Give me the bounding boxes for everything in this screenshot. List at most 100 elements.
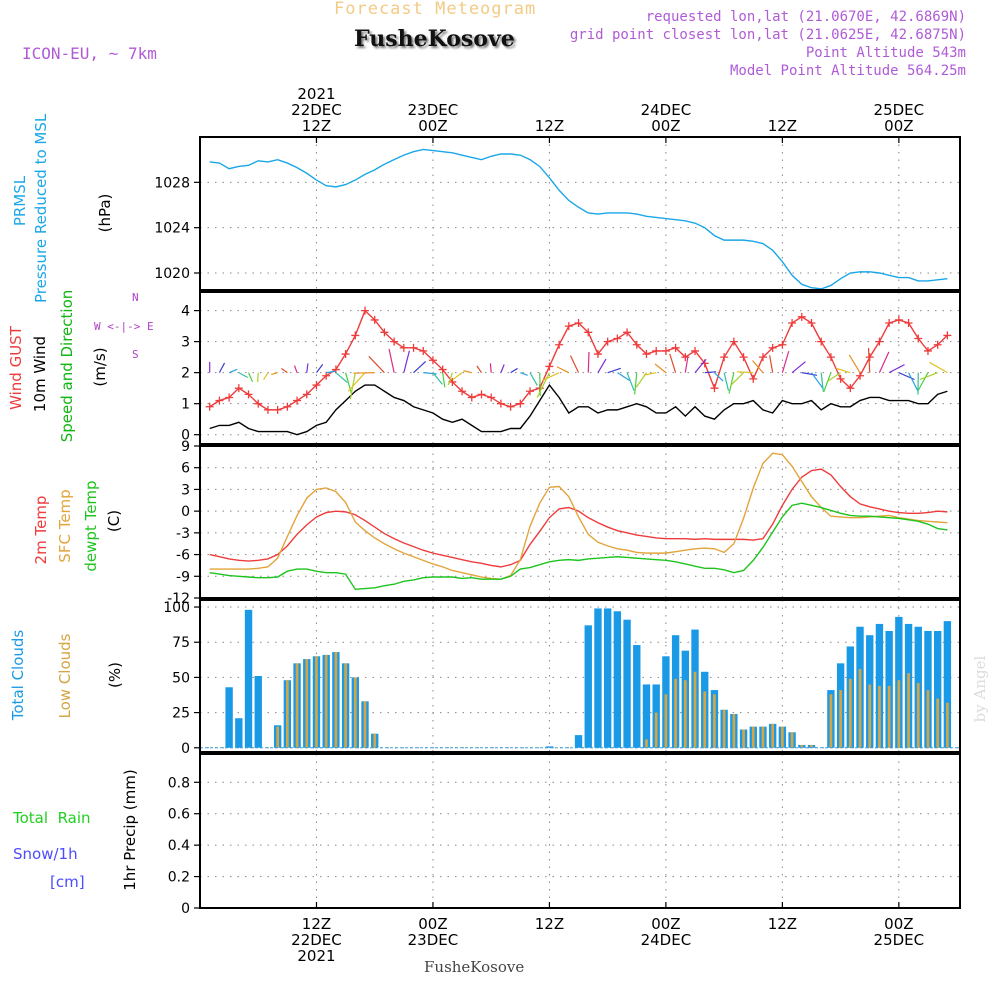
wind-direction-arrow (634, 372, 638, 395)
wind-direction-arrow (228, 368, 238, 374)
low-cloud-bar (285, 680, 289, 748)
y-tick-label: -6 (176, 548, 190, 564)
bottom-time-label: 00Z (651, 915, 680, 933)
top-time-label: 00Z (651, 117, 680, 135)
total-cloud-bar (574, 735, 583, 748)
gust-marker (438, 365, 447, 374)
total-cloud-bar (875, 623, 884, 748)
low-cloud-bar (848, 678, 852, 748)
y-tick-label: 3 (181, 482, 190, 498)
wind-direction-arrow (791, 361, 806, 374)
wind-direction-arrow (345, 372, 353, 395)
gust-marker (516, 399, 525, 408)
gust-marker (409, 343, 418, 352)
wind-direction-arrow (714, 372, 724, 382)
low-cloud-bar (868, 684, 872, 748)
low-cloud-bar (732, 714, 736, 748)
wind-direction-arrow (919, 372, 938, 380)
gust-marker (642, 350, 651, 359)
wind-speed-direction-label: Speed and Direction (58, 289, 76, 443)
total-cloud-bar (225, 687, 233, 748)
low-cloud-bar (829, 694, 833, 748)
gust-marker (331, 365, 340, 374)
gust-marker (885, 319, 894, 328)
wind-direction-arrow (536, 372, 550, 398)
wind-direction-arrow (694, 359, 707, 374)
gust-marker (671, 343, 680, 352)
gust-marker (302, 390, 311, 399)
gust-marker (632, 340, 641, 349)
total-cloud-bar (235, 718, 243, 748)
total-cloud-bar (254, 676, 262, 748)
low-cloud-bar (353, 677, 357, 748)
compass-north: N (132, 291, 139, 304)
gust-marker (487, 393, 496, 402)
gust-marker (564, 322, 573, 331)
low-cloud-bar (781, 726, 784, 748)
total-cloud-bar (642, 684, 651, 748)
gust-marker (661, 346, 670, 355)
gust-marker (739, 353, 748, 362)
low-cloud-bar (907, 673, 910, 748)
y-tick-label: 4 (181, 304, 190, 320)
wind-direction-arrow (247, 372, 254, 383)
gust-marker (322, 371, 331, 380)
gust-marker (399, 343, 408, 352)
wind-direction-arrow (597, 358, 607, 373)
wind-direction-arrow (556, 366, 570, 374)
wind-direction-arrow (306, 363, 309, 373)
low-cloud-bar (324, 654, 328, 748)
wind-direction-arrow (769, 355, 774, 373)
top-time-label: 12Z (535, 117, 564, 135)
temp-sfc-label: SFC Temp (56, 489, 74, 563)
wind-direction-arrow (293, 365, 298, 373)
rain-label: Total Rain (13, 809, 91, 827)
gust-marker (768, 343, 777, 352)
wind-direction-arrow (413, 360, 427, 374)
bottom-time-label: 00Z (418, 915, 447, 933)
low-cloud-bar (373, 733, 377, 748)
low-cloud-bar (693, 671, 697, 748)
wind-direction-arrow (684, 356, 689, 373)
wind-direction-arrow (463, 370, 472, 374)
gust-marker (923, 346, 932, 355)
low-cloud-bar (664, 694, 668, 748)
total-cloud-bar (603, 608, 612, 748)
y-tick-label: -3 (176, 526, 190, 542)
gust-marker (904, 319, 913, 328)
low-cloud-bar (295, 663, 299, 748)
gust-marker (341, 350, 350, 359)
location-title: FusheKosove (354, 26, 515, 52)
y-tick-label: 0.4 (168, 838, 190, 854)
top-time-label: 00Z (884, 117, 913, 135)
low-cloud-bar (703, 691, 707, 748)
bottom-time-label: 25DEC (874, 931, 925, 949)
low-clouds-label: Low Clouds (56, 633, 74, 719)
gust-marker (691, 346, 700, 355)
wind-direction-arrow (827, 372, 841, 382)
gust-marker (720, 353, 729, 362)
snow-label: Snow/1h (13, 845, 78, 863)
wind-direction-arrow (587, 352, 590, 373)
gust-marker (797, 312, 806, 321)
point-altitude: Point Altitude 543m (805, 45, 966, 61)
gust-marker (215, 396, 224, 405)
gust-marker (477, 390, 486, 399)
low-cloud-bar (946, 702, 949, 748)
gust-marker (943, 331, 952, 340)
gust-marker (370, 315, 379, 324)
low-cloud-bar (722, 709, 726, 748)
low-cloud-bar (858, 668, 862, 748)
compass-south: S (132, 348, 139, 361)
wind-direction-arrow (730, 372, 744, 386)
wind-direction-arrow (781, 350, 790, 373)
data-layer (200, 149, 960, 909)
y-tick-label: 6 (181, 461, 190, 477)
gust-marker (593, 350, 602, 359)
wind-direction-arrow (368, 356, 385, 374)
product-title: Forecast Meteogram (334, 0, 537, 19)
gust-marker (273, 405, 282, 414)
wind-direction-arrow (347, 372, 366, 392)
gust-marker (807, 319, 816, 328)
